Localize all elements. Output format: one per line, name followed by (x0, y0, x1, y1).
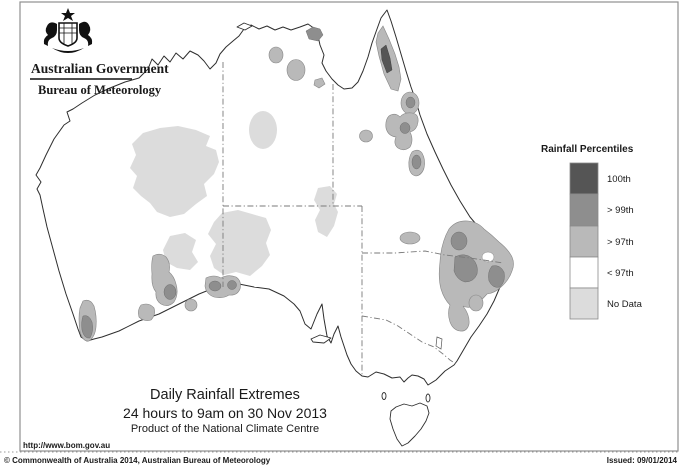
no-data-regions (130, 111, 338, 276)
legend-swatch-lt97th (569, 256, 599, 289)
legend-label-lt97th: < 97th (607, 268, 634, 279)
bass-strait-island-west (381, 392, 387, 400)
legend-swatch-100th (569, 162, 599, 195)
melville-island (236, 22, 253, 31)
legend-label-gt99th: > 99th (607, 205, 634, 216)
map-frame (19, 1, 679, 452)
bom-logo: Australian Government Bureau of Meteorol… (30, 8, 169, 97)
legend-swatch-gt97th (569, 225, 599, 258)
rainfall-legend: Rainfall Percentiles 100th > 99th > 97th… (541, 144, 643, 320)
legend-swatch-gt99th (569, 193, 599, 227)
tasmania-outline (389, 402, 430, 447)
legend-swatch-nodata (569, 287, 599, 320)
issued-date: Issued: 09/01/2014 (607, 456, 678, 465)
percentile-100-regions (380, 44, 393, 74)
map-product-line: Product of the National Climate Centre (131, 423, 319, 435)
map-subtitle: 24 hours to 9am on 30 Nov 2013 (123, 405, 327, 421)
below-97-hole (481, 251, 495, 263)
gov-title: Australian Government (31, 61, 169, 76)
state-borders (222, 62, 504, 376)
legend-label-gt97th: > 97th (607, 237, 634, 248)
legend-label-nodata: No Data (607, 299, 643, 310)
map-title-block: Daily Rainfall Extremes 24 hours to 9am … (123, 387, 327, 435)
bom-url: http://www.bom.gov.au (23, 441, 110, 450)
percentile-99-regions (81, 26, 505, 339)
copyright-text: © Commonwealth of Australia 2014, Austra… (4, 456, 271, 465)
legend-label-100th: 100th (607, 174, 631, 185)
legend-title: Rainfall Percentiles (541, 144, 634, 155)
kangaroo-island (310, 334, 332, 344)
australia-outline (35, 9, 508, 386)
map-title: Daily Rainfall Extremes (150, 387, 300, 403)
act-border (435, 336, 443, 350)
bureau-title: Bureau of Meteorology (38, 83, 162, 97)
australia-map (35, 9, 514, 447)
bass-strait-island-east (425, 393, 431, 403)
coat-of-arms-icon (43, 8, 93, 53)
